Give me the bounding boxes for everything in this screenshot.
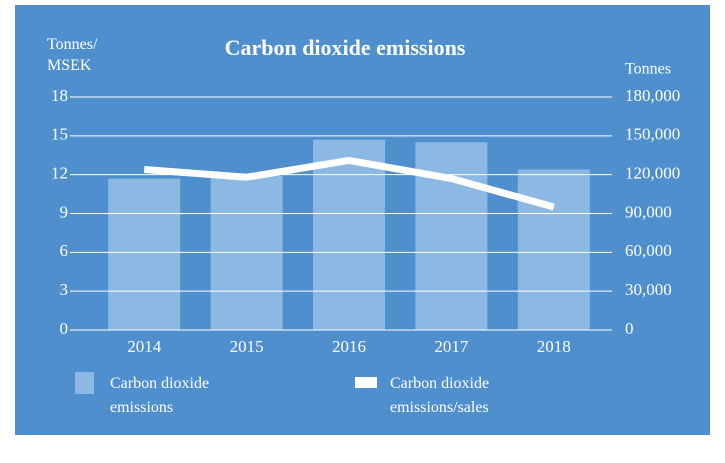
y-tick-label: 12 [51,164,68,183]
y-tick-label: 9 [60,202,69,221]
bar [517,169,590,330]
legend-swatch [355,377,377,388]
y-tick-label: 0 [60,319,69,338]
x-tick-label: 2016 [332,337,366,356]
y-tick-label: 18 [51,86,68,105]
x-tick-label: 2017 [434,337,469,356]
y2-tick-label: 120,000 [625,164,680,183]
y-tick-label: 15 [51,125,68,144]
y-tick-label: 6 [60,241,69,260]
y2-tick-label: 30,000 [625,280,672,299]
x-tick-label: 2014 [127,337,162,356]
y2-axis-label: Tonnes [625,61,671,78]
y2-tick-label: 60,000 [625,241,672,260]
y2-tick-label: 90,000 [625,202,672,221]
x-tick-label: 2018 [537,337,571,356]
bar [415,142,488,330]
y-tick-label: 3 [60,280,69,299]
y-axis-label: Tonnes/ MSEK [47,36,98,74]
bar [313,139,385,330]
bar [210,175,283,330]
y2-tick-label: 150,000 [625,125,680,144]
bar [108,178,181,330]
y2-tick-label: 180,000 [625,86,680,105]
chart-title: Carbon dioxide emissions [225,35,466,60]
line [143,156,555,211]
legend-label: Carbon dioxide emissions/sales [390,375,490,416]
legend-label: Carbon dioxide emissions [110,375,210,416]
legend-swatch [75,372,94,394]
y2-tick-label: 0 [625,319,634,338]
x-tick-label: 2015 [230,337,264,356]
